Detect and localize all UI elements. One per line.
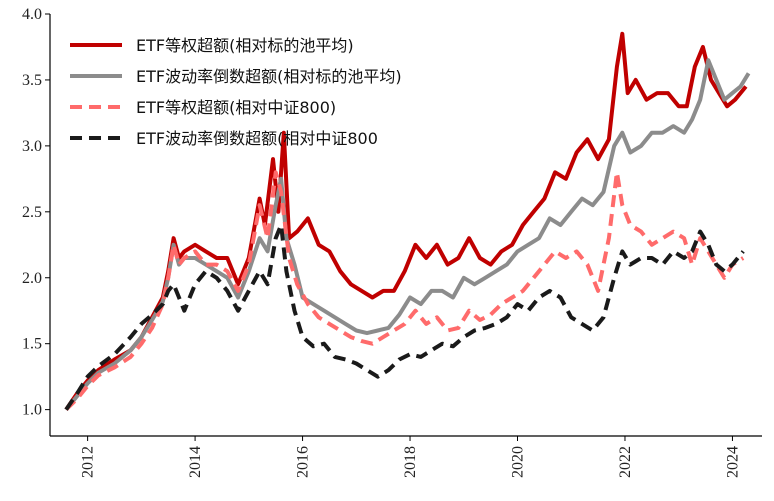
x-tick-label: 2012: [80, 446, 97, 478]
y-tick-label: 3.0: [22, 138, 42, 155]
y-tick-label: 2.5: [22, 204, 42, 221]
x-tick-label: 2016: [295, 446, 312, 478]
legend-label-2: ETF波动率倒数超额(相对标的池平均): [136, 67, 402, 86]
x-tick-label: 2024: [724, 446, 741, 478]
x-tick-label: 2020: [510, 446, 527, 478]
y-tick-label: 3.5: [22, 72, 42, 89]
y-tick-label: 1.0: [22, 402, 42, 419]
series-line-3: [64, 170, 745, 412]
y-tick-label: 2.0: [22, 270, 42, 287]
series-line-1: [64, 31, 748, 411]
x-tick-label: 2018: [402, 446, 419, 478]
x-tick-label: 2022: [617, 446, 634, 478]
legend-label-1: ETF等权超额(相对标的池平均): [136, 36, 354, 55]
series-line-4: [64, 223, 745, 411]
y-tick-label: 4.0: [22, 6, 42, 23]
legend: ETF等权超额(相对标的池平均) ETF波动率倒数超额(相对标的池平均) ETF等权…: [70, 36, 402, 148]
axes: 1.0 1.5 2.0 2.5 3.0 3.5 4.0 2012 2014 2016 2018 202…: [22, 6, 762, 478]
legend-label-4: ETF波动率倒数超额(相对中证800: [136, 129, 378, 148]
legend-label-3: ETF等权超额(相对中证800): [136, 98, 336, 117]
x-tick-label: 2014: [187, 446, 204, 478]
series-layer: [64, 31, 751, 412]
y-tick-label: 1.5: [22, 336, 42, 353]
